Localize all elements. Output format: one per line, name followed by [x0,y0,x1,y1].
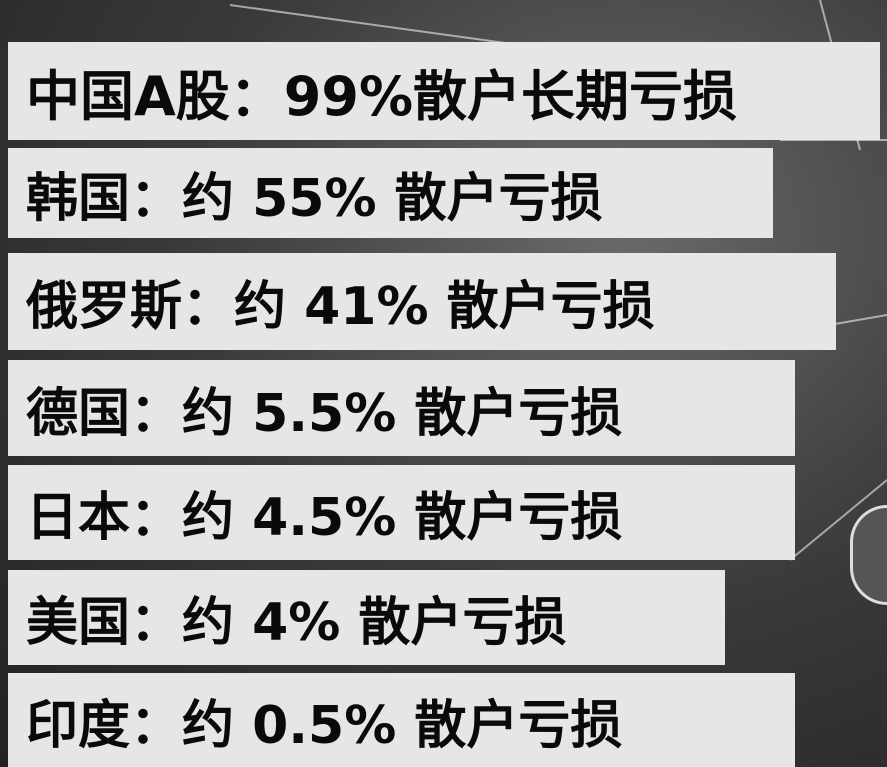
row-korea: 韩国：约 55% 散户亏损 [8,148,773,238]
row-japan: 日本：约 4.5% 散户亏损 [8,465,795,560]
row-russia: 俄罗斯：约 41% 散户亏损 [8,253,836,350]
row-india: 印度：约 0.5% 散户亏损 [8,673,795,767]
row-usa: 美国：约 4% 散户亏损 [8,570,725,665]
row-germany: 德国：约 5.5% 散户亏损 [8,360,795,456]
row-china: 中国A股：99%散户长期亏损 [8,42,880,140]
light-streak [229,4,521,46]
light-streak [789,479,887,561]
